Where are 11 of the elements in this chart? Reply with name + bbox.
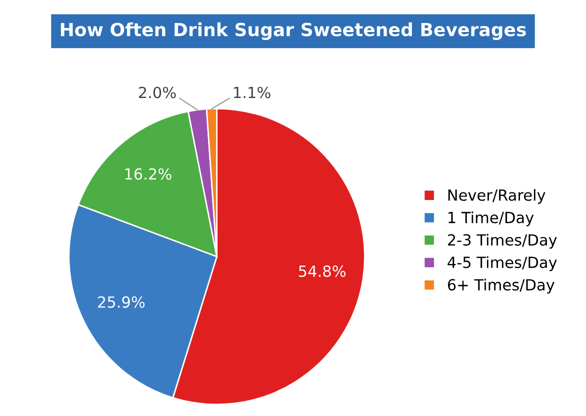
data-label: 1.1% [234, 86, 270, 98]
legend-label: Never/Rarely [448, 189, 546, 204]
legend-label: 1 Time/Day [448, 211, 534, 226]
chart-title: How Often Drink Sugar Sweetened Beverages [60, 22, 526, 40]
data-label: 2.0% [138, 86, 176, 98]
data-label: 16.2% [125, 168, 172, 180]
data-label: 54.8% [299, 265, 346, 277]
legend-label: 6+ Times/Day [448, 278, 554, 294]
legend-label: 2-3 Times/Day [448, 234, 557, 249]
data-label: 25.9% [98, 296, 145, 308]
legend-label: 4-5 Times/Day [448, 256, 557, 272]
